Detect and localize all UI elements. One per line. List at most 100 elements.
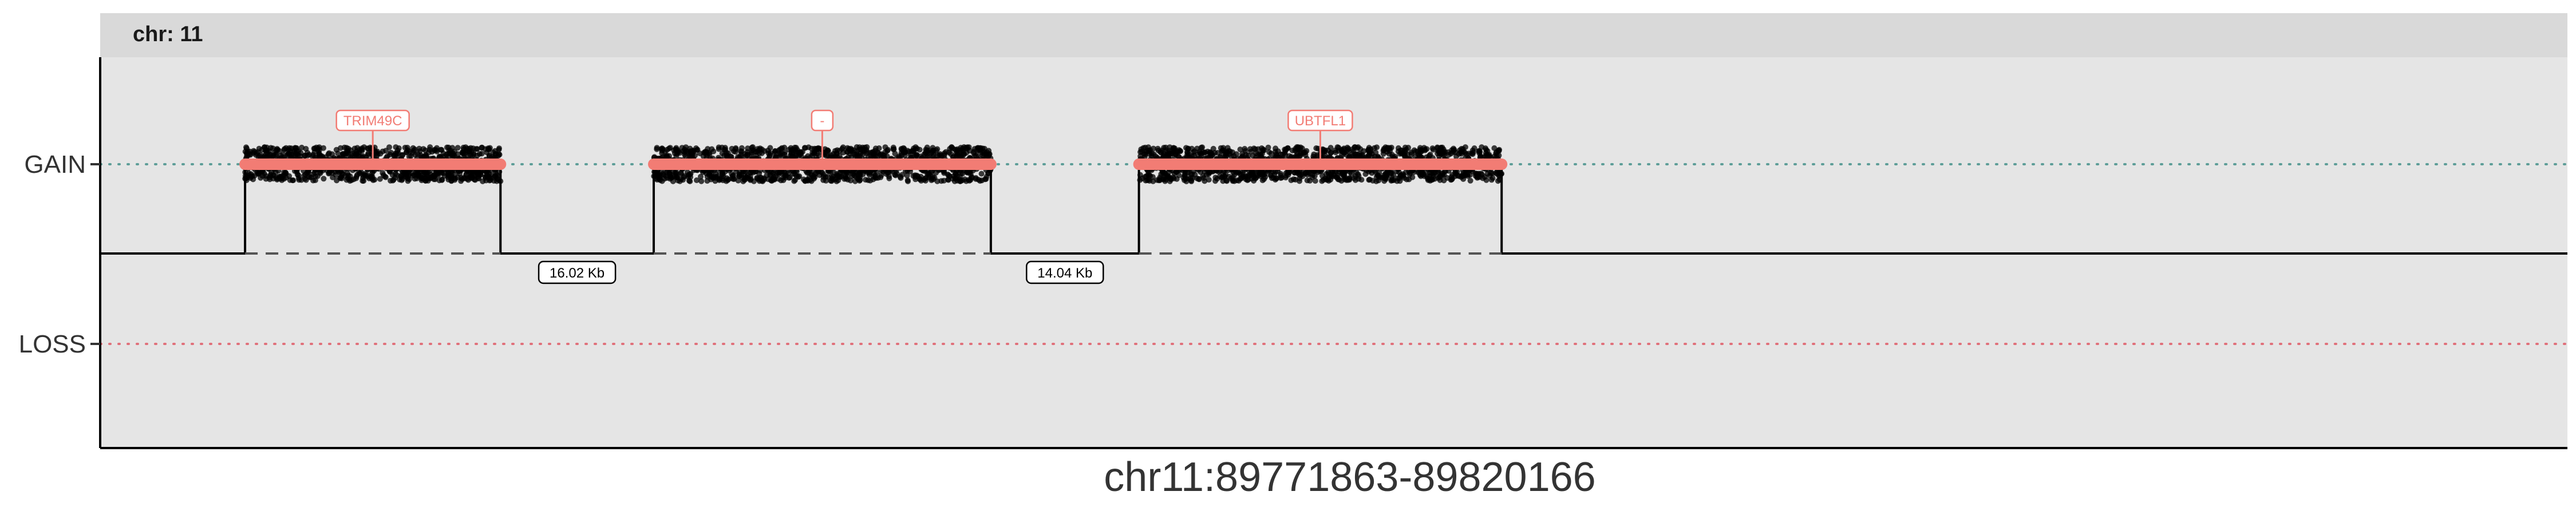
data-point — [1196, 176, 1202, 182]
data-point — [666, 171, 673, 177]
data-point — [747, 177, 753, 183]
data-point — [1243, 176, 1249, 183]
data-point — [894, 171, 900, 177]
data-point — [866, 172, 872, 178]
data-point — [1325, 176, 1332, 182]
data-point — [896, 153, 902, 160]
data-point — [839, 146, 846, 152]
data-point — [1304, 172, 1310, 178]
data-point — [1472, 173, 1479, 179]
data-point — [451, 152, 457, 159]
data-point — [1223, 152, 1229, 158]
data-point — [283, 170, 289, 176]
data-point — [1346, 175, 1353, 181]
data-point — [930, 149, 936, 155]
data-point — [1409, 174, 1416, 180]
data-point — [1464, 151, 1469, 157]
data-point — [1273, 175, 1279, 181]
data-point — [1138, 146, 1144, 152]
data-point — [738, 153, 744, 160]
data-point — [723, 178, 729, 184]
data-point — [303, 177, 309, 183]
data-point — [302, 152, 308, 159]
data-point — [395, 150, 401, 156]
data-point — [1449, 176, 1455, 182]
data-point — [680, 148, 686, 154]
data-point — [667, 145, 673, 151]
data-point — [983, 174, 990, 180]
data-point — [1161, 145, 1167, 151]
data-point — [881, 152, 887, 159]
data-point — [1490, 175, 1496, 181]
data-point — [1495, 148, 1502, 154]
data-point — [674, 147, 681, 153]
data-point — [1404, 152, 1411, 158]
data-point — [270, 145, 276, 152]
data-point — [304, 170, 310, 176]
data-point — [423, 170, 429, 176]
data-point — [477, 171, 484, 177]
data-point — [1260, 146, 1266, 152]
data-point — [468, 145, 474, 151]
data-point — [1445, 149, 1451, 155]
data-point — [717, 175, 723, 181]
data-point — [749, 145, 755, 151]
data-point — [1398, 172, 1404, 178]
data-point — [390, 177, 396, 184]
data-point — [295, 175, 302, 181]
data-point — [1170, 174, 1176, 180]
label-layer: TRIM49C - UBTFL1 16.02 Kb 14.04 Kb — [335, 109, 1353, 284]
data-point — [1496, 152, 1502, 159]
data-point — [449, 145, 456, 151]
data-point — [495, 176, 500, 182]
data-point — [403, 172, 409, 178]
data-point — [430, 173, 437, 180]
data-point — [1462, 171, 1468, 177]
data-point — [892, 150, 898, 157]
data-point — [1486, 152, 1492, 158]
data-point — [855, 172, 861, 178]
data-point — [310, 177, 317, 184]
gap-label-text: 16.02 Kb — [550, 266, 605, 281]
data-point — [1422, 146, 1428, 153]
data-point — [953, 171, 959, 177]
data-point — [798, 152, 804, 159]
data-point — [823, 177, 829, 184]
data-point — [712, 178, 718, 184]
data-point — [1319, 178, 1325, 184]
data-point — [1313, 145, 1319, 151]
data-point — [779, 145, 785, 151]
data-point — [1430, 171, 1436, 177]
data-point — [1384, 149, 1390, 155]
data-point — [867, 177, 874, 184]
data-point — [1351, 175, 1357, 181]
data-point — [1253, 172, 1259, 179]
x-axis-label: chr11:89771863-89820166 — [1104, 454, 1595, 500]
data-point — [299, 144, 305, 150]
data-point — [337, 145, 343, 151]
data-point — [781, 149, 788, 156]
data-point — [1297, 175, 1303, 181]
data-point — [272, 169, 279, 175]
data-point — [852, 178, 858, 184]
data-point — [890, 144, 896, 150]
data-point — [689, 148, 695, 154]
data-point — [351, 145, 358, 152]
data-point — [416, 145, 422, 152]
data-point — [1320, 146, 1326, 153]
data-point — [1285, 145, 1291, 152]
data-point — [660, 171, 666, 177]
data-point — [811, 145, 817, 152]
data-point — [1286, 153, 1293, 159]
data-point — [1235, 169, 1242, 175]
data-point — [263, 173, 269, 179]
data-point — [1289, 148, 1295, 153]
data-point — [1471, 145, 1477, 151]
gene-label-text: UBTFL1 — [1295, 113, 1346, 129]
data-point — [1206, 169, 1212, 175]
data-point — [729, 176, 735, 181]
gene-label-text: TRIM49C — [343, 113, 402, 129]
data-point — [393, 144, 399, 150]
data-point — [662, 149, 668, 155]
data-point — [787, 175, 793, 180]
